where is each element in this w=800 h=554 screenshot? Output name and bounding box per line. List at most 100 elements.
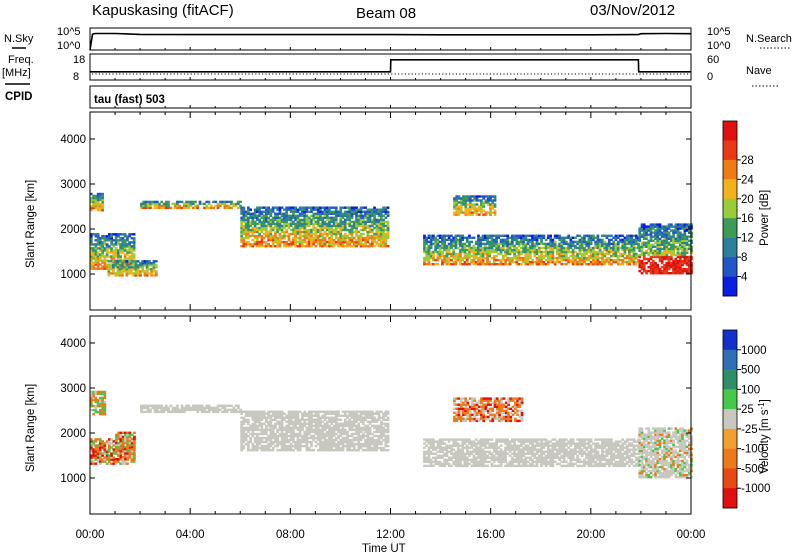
velocity-cell (352, 410, 356, 413)
power-cell (303, 232, 307, 236)
power-cell (355, 242, 358, 246)
power-cell (123, 266, 126, 269)
power-cell (260, 224, 264, 228)
power-cell (310, 218, 313, 222)
power-cell (294, 236, 297, 240)
velocity-cell (260, 430, 264, 434)
power-cell (134, 274, 138, 277)
power-cell (368, 242, 372, 246)
power-cell (479, 244, 483, 248)
power-cell (280, 220, 284, 224)
power-cell (660, 239, 664, 242)
power-cell (479, 238, 483, 242)
power-cell (105, 265, 109, 268)
power-cell (432, 234, 435, 237)
power-cell (123, 235, 127, 238)
power-cell (332, 210, 336, 213)
power-cell (364, 220, 367, 224)
power-cell (262, 206, 266, 209)
power-cell (94, 261, 98, 264)
power-cell (681, 253, 684, 257)
power-cell (278, 245, 282, 248)
power-cell (283, 242, 286, 246)
power-cell (364, 242, 367, 246)
power-cell (278, 242, 282, 246)
velocity-cell (119, 455, 123, 459)
power-cell (348, 214, 352, 217)
power-cell (497, 263, 501, 266)
power-cell (483, 234, 487, 237)
power-cell (90, 243, 93, 246)
power-cell (96, 247, 100, 250)
power-cell (160, 204, 164, 208)
power-cell (441, 258, 444, 262)
power-cell (244, 242, 248, 246)
velocity-cell (276, 410, 279, 413)
velocity-cell (319, 424, 322, 428)
power-cell (429, 256, 433, 260)
power-cell (382, 226, 385, 230)
velocity-cell (298, 449, 302, 452)
power-cell (651, 243, 655, 246)
power-cell (332, 245, 336, 248)
velocity-cell (337, 410, 340, 413)
power-cell (143, 274, 147, 277)
power-cell (112, 243, 116, 246)
power-cell (283, 234, 286, 238)
power-cell (108, 235, 111, 238)
power-cell (371, 210, 374, 213)
power-cell (155, 206, 159, 210)
velocity-cell (251, 449, 255, 452)
power-cell (348, 240, 352, 244)
power-cell (141, 262, 144, 265)
power-cell (506, 244, 510, 248)
power-cell (366, 218, 370, 222)
power-cell (623, 238, 627, 242)
power-cell (249, 214, 252, 217)
power-cell (334, 220, 338, 224)
velocity-cell (334, 449, 338, 452)
power-cell (230, 200, 233, 204)
power-cell (647, 247, 651, 251)
power-cell (207, 202, 211, 206)
power-cell (685, 247, 689, 251)
power-cell (517, 240, 521, 244)
power-cell (325, 214, 329, 217)
power-cell (672, 272, 675, 275)
power-cell (565, 254, 568, 258)
power-cell (323, 245, 327, 248)
velocity-cell (237, 404, 240, 407)
power-cell (112, 239, 116, 242)
power-cell (569, 244, 573, 248)
power-cell (90, 251, 93, 254)
power-cell (153, 202, 157, 206)
velocity-cell (343, 414, 347, 417)
power-cell (614, 238, 618, 242)
power-cell (256, 230, 259, 234)
power-cell (151, 202, 155, 206)
power-cell (258, 226, 261, 230)
power-cell (141, 260, 144, 263)
power-cell (260, 210, 264, 213)
velocity-cell (205, 410, 209, 414)
power-cell (642, 241, 646, 244)
power-cell (628, 254, 631, 258)
power-cell (441, 246, 444, 250)
power-cell (359, 242, 363, 246)
power-cell (364, 224, 367, 228)
power-cell (103, 263, 107, 266)
power-cell (373, 238, 376, 242)
power-cell (337, 214, 340, 217)
power-cell (319, 242, 322, 246)
power-cell (375, 218, 379, 222)
power-cell (271, 238, 275, 242)
power-cell (228, 204, 231, 208)
power-cell (432, 254, 435, 258)
power-cell (382, 210, 385, 213)
power-cell (585, 234, 588, 237)
power-cell (108, 251, 111, 254)
power-cell (244, 240, 248, 244)
power-cell (240, 228, 243, 232)
power-cell (373, 226, 376, 230)
velocity-cell (94, 452, 98, 455)
